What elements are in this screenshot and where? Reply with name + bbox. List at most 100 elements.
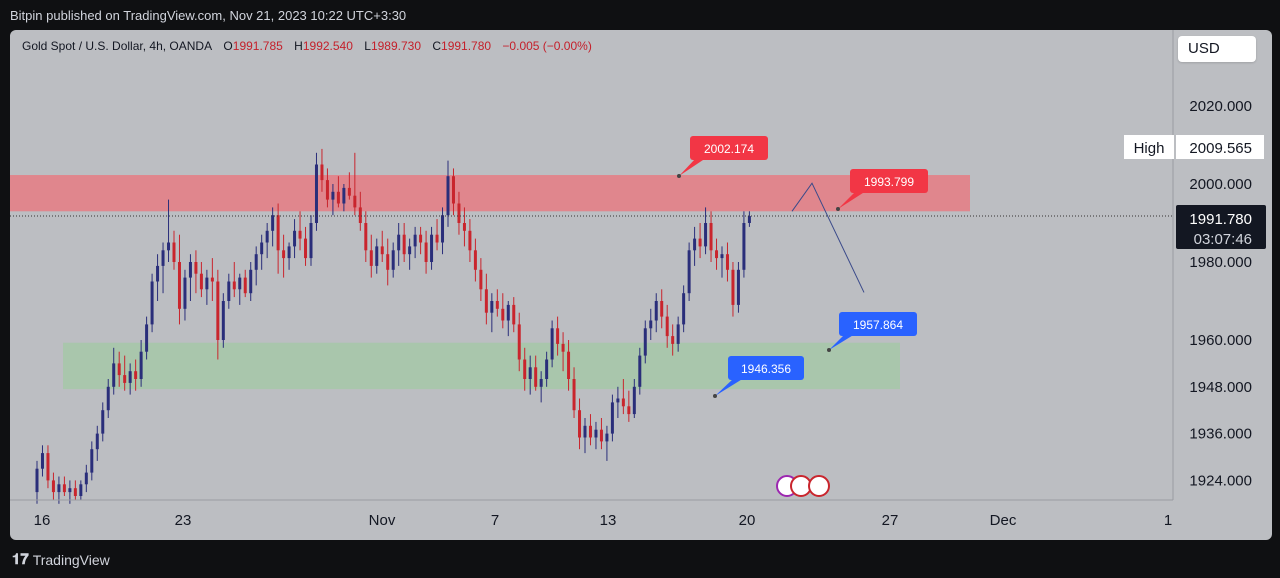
tradingview-logo-icon[interactable]: 𝟏𝟕 bbox=[12, 551, 29, 569]
x-tick-label: 16 bbox=[34, 512, 51, 529]
candlestick-chart[interactable]: 2002.174 1993.799 1957.864 1946.356 2020.000… bbox=[10, 30, 1272, 540]
candle-body bbox=[325, 180, 329, 200]
candle-body bbox=[40, 453, 44, 469]
candle-body bbox=[419, 234, 423, 243]
annotation-pointer bbox=[679, 158, 706, 176]
candle-body bbox=[698, 238, 702, 247]
ohlc-legend: Gold Spot / U.S. Dollar, 4h, OANDA O1991… bbox=[22, 39, 600, 53]
annotation-anchor bbox=[713, 394, 717, 398]
high-value-label: 2009.565 bbox=[1189, 140, 1252, 157]
open-label: O bbox=[223, 39, 233, 53]
candle-body bbox=[139, 351, 143, 379]
candle-body bbox=[660, 301, 664, 317]
footer-bar: 𝟏𝟕 TradingView bbox=[0, 544, 1280, 578]
candle-body bbox=[293, 230, 297, 247]
y-tick-label: 1936.000 bbox=[1189, 426, 1252, 443]
candle-body bbox=[610, 402, 614, 434]
candle-body bbox=[408, 246, 412, 255]
x-tick-label: 20 bbox=[739, 512, 756, 529]
candle-body bbox=[583, 425, 587, 438]
candle-body bbox=[347, 187, 351, 196]
candle-body bbox=[320, 164, 324, 181]
candle-body bbox=[205, 277, 209, 290]
candle-body bbox=[73, 488, 77, 496]
candle-body bbox=[501, 308, 505, 321]
candle-body bbox=[79, 484, 83, 496]
candle-body bbox=[506, 304, 510, 321]
annotation-box bbox=[690, 136, 768, 160]
countdown-label: 03:07:46 bbox=[1194, 231, 1252, 248]
candle-body bbox=[150, 281, 154, 325]
candle-body bbox=[539, 379, 543, 387]
candle-body bbox=[232, 281, 236, 290]
candle-body bbox=[314, 164, 318, 223]
candle-body bbox=[106, 386, 110, 411]
close-label: C bbox=[432, 39, 442, 53]
annotation-label: 1957.864 bbox=[853, 318, 903, 332]
y-tick-label: 2020.000 bbox=[1189, 98, 1252, 115]
candle-body bbox=[594, 429, 598, 438]
candle-body bbox=[227, 281, 231, 301]
open-value: 1991.785 bbox=[232, 39, 283, 53]
annotation-anchor bbox=[827, 348, 831, 352]
candle-body bbox=[446, 176, 450, 216]
candle-body bbox=[145, 324, 149, 352]
candle-body bbox=[457, 203, 461, 223]
candle-body bbox=[676, 324, 680, 344]
candle-body bbox=[188, 262, 192, 278]
chart-panel[interactable]: 2002.174 1993.799 1957.864 1946.356 2020.000… bbox=[10, 30, 1272, 540]
candle-body bbox=[654, 301, 658, 321]
symbol-label: Gold Spot / U.S. Dollar, 4h, OANDA bbox=[22, 39, 213, 53]
high-label: H bbox=[294, 39, 303, 53]
projection-line bbox=[791, 182, 865, 293]
candle-body bbox=[123, 375, 127, 383]
high-tag-label: High bbox=[1134, 140, 1165, 157]
candle-body bbox=[473, 250, 477, 270]
current-price-label: 1991.780 bbox=[1189, 211, 1252, 228]
high-value-box bbox=[1176, 135, 1264, 159]
candle-body bbox=[304, 238, 308, 259]
candle-body bbox=[572, 379, 576, 411]
candle-body bbox=[364, 223, 368, 251]
candle-body bbox=[545, 359, 549, 379]
candle-body bbox=[216, 281, 220, 340]
candle-body bbox=[199, 273, 203, 290]
candle-body bbox=[117, 363, 121, 376]
candle-body bbox=[671, 336, 675, 344]
candle-body bbox=[424, 242, 428, 262]
candle-body bbox=[643, 328, 647, 356]
candle-body bbox=[183, 277, 187, 309]
candle-body bbox=[221, 301, 225, 340]
candle-body bbox=[490, 301, 494, 313]
candle-body bbox=[287, 246, 291, 259]
candle-body bbox=[462, 223, 466, 231]
candle-body bbox=[402, 234, 406, 255]
x-tick-label: Dec bbox=[990, 512, 1017, 529]
currency-button[interactable]: USD bbox=[1178, 36, 1256, 62]
y-tick-label: 2000.000 bbox=[1189, 176, 1252, 193]
annotation-box bbox=[850, 169, 928, 193]
x-tick-label: 23 bbox=[175, 512, 192, 529]
candle-body bbox=[715, 250, 719, 259]
candle-body bbox=[243, 277, 247, 294]
footer-brand[interactable]: TradingView bbox=[32, 552, 110, 569]
candle-body bbox=[391, 250, 395, 270]
annotation-pointer bbox=[838, 191, 866, 209]
candle-body bbox=[747, 216, 751, 223]
current-price-box bbox=[1176, 205, 1266, 249]
candle-body bbox=[687, 250, 691, 294]
candle-body bbox=[68, 488, 72, 493]
y-tick-label: 1980.000 bbox=[1189, 254, 1252, 271]
candle-body bbox=[451, 176, 455, 204]
candle-body bbox=[627, 406, 631, 415]
candle-body bbox=[556, 328, 560, 344]
resistance-zone bbox=[10, 175, 970, 212]
candle-body bbox=[35, 468, 39, 493]
candle-body bbox=[468, 230, 472, 251]
candle-body bbox=[484, 289, 488, 313]
candle-body bbox=[649, 320, 653, 329]
candle-body bbox=[84, 472, 88, 485]
candle-body bbox=[336, 191, 340, 204]
annotation-box bbox=[728, 356, 804, 380]
candle-body bbox=[172, 242, 176, 262]
